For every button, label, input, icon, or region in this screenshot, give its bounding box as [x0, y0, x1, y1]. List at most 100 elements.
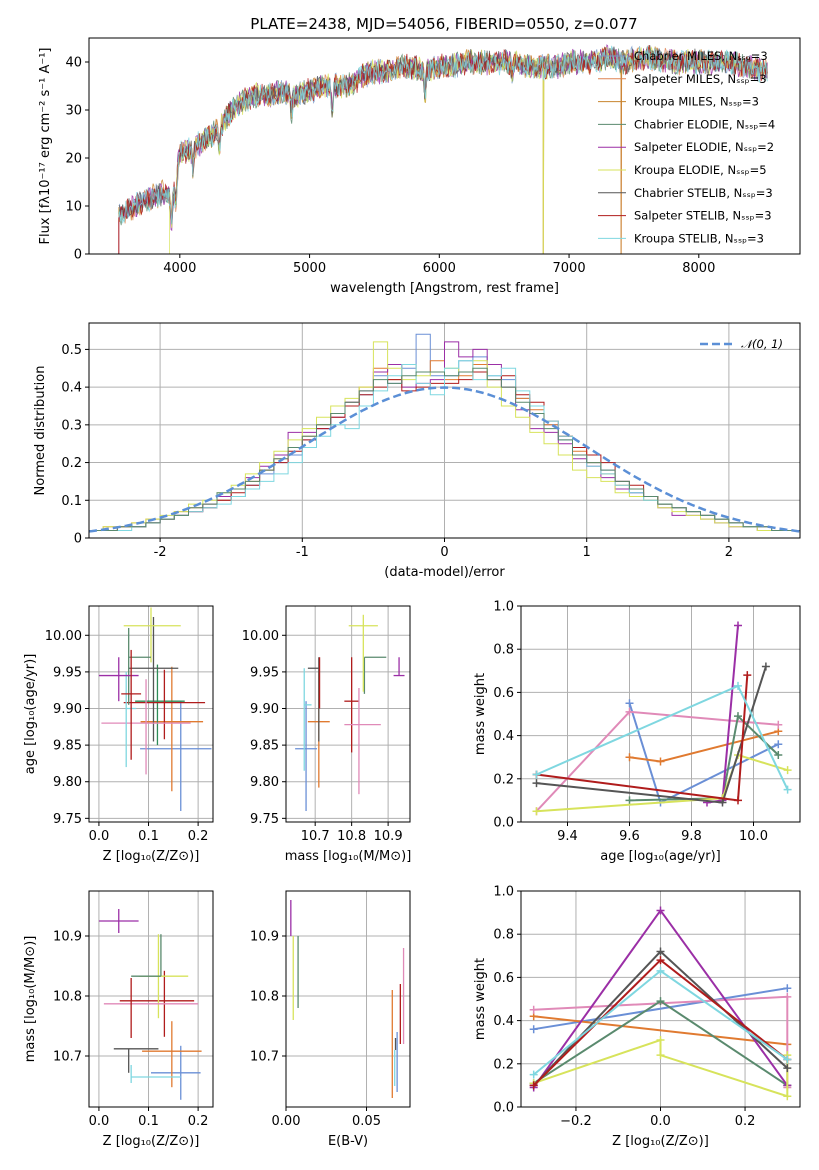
age-vs-metallicity-axes: 0.0 0.1 0.2 9.75 9.80 9.85 9.90 9.95 10.00 Z [log…: [23, 605, 214, 864]
y-axis-label: mass weight: [473, 958, 488, 1040]
weight-marker: [656, 997, 665, 1006]
errorbar-point: [123, 607, 181, 663]
weight-marker: [783, 1064, 792, 1073]
weight-marker: [656, 1051, 665, 1060]
weight-marker: [783, 785, 792, 794]
mass-vs-extinction-axes: 0.00 0.05 10.7 10.8 10.9 E(B-V): [250, 890, 411, 1149]
y-tick-label: 0.0: [493, 1101, 514, 1116]
weight-marker: [743, 671, 752, 680]
weight-marker: [774, 720, 783, 729]
y-tick-label: 9.90: [53, 702, 82, 717]
errorbar-point: [131, 934, 162, 977]
weight-marker: [774, 751, 783, 760]
weight-marker: [783, 992, 792, 1001]
weight-marker: [734, 621, 742, 630]
x-tick-label: −0.2: [560, 1114, 592, 1129]
y-tick-label: 9.95: [53, 665, 82, 680]
normal-reference-curve: [88, 386, 801, 533]
weight-series-line: [533, 1015, 788, 1046]
y-tick-label: 9.85: [250, 739, 279, 754]
legend-label: Salpeter ELODIE, Nₛₛₚ=2: [634, 140, 774, 154]
weight-marker: [718, 798, 727, 807]
x-tick-label: 10.9: [374, 829, 403, 844]
legend-label: Salpeter STELIB, Nₛₛₚ=3: [634, 209, 772, 223]
y-tick-label: 9.80: [250, 775, 279, 790]
weight-series-line: [533, 987, 788, 1031]
x-tick-label: -2: [154, 545, 167, 560]
spectrum-series-line: [118, 45, 768, 254]
x-tick-label: 7000: [553, 261, 586, 276]
x-axis-label: wavelength [Angstrom, rest frame]: [330, 281, 559, 296]
errorbar-point: [130, 1065, 181, 1083]
x-tick-label: 0.0: [650, 1114, 671, 1129]
x-tick-label: 10.0: [739, 829, 768, 844]
weight-marker: [761, 662, 770, 671]
x-axis-label: (data-model)/error: [384, 565, 505, 580]
age-vs-mass-axes: 10.7 10.8 10.9 9.75 9.80 9.85 9.90 9.95 10.00 mas…: [242, 605, 411, 864]
y-tick-label: 0.3: [61, 418, 82, 433]
x-tick-label: 0.2: [188, 1114, 209, 1129]
y-tick-label: 10.00: [242, 629, 279, 644]
x-tick-label: 0.00: [272, 1114, 301, 1129]
y-axis-label: mass weight: [473, 673, 488, 755]
x-tick-label: 0.1: [138, 829, 159, 844]
errorbar-point: [363, 656, 387, 694]
weight-marker: [532, 770, 541, 779]
y-tick-label: 10.8: [250, 990, 279, 1005]
legend-label: Salpeter MILES, Nₛₛₚ=3: [634, 72, 767, 86]
y-tick-label: 0.2: [493, 772, 514, 787]
weight-marker: [783, 766, 792, 775]
x-tick-label: 10.8: [337, 829, 366, 844]
y-tick-label: 10.00: [45, 629, 82, 644]
weight-marker: [625, 707, 634, 716]
y-tick-label: 0.6: [493, 686, 514, 701]
weight-marker: [529, 1070, 538, 1079]
errorbar-point: [98, 909, 139, 933]
y-tick-label: 1.0: [493, 885, 514, 900]
weight-marker: [656, 956, 665, 965]
weight-marker: [625, 753, 634, 762]
errorbar-point: [344, 688, 381, 795]
axes-frame: [285, 605, 411, 823]
errorbar-point: [123, 669, 206, 740]
weight-series-line: [629, 714, 779, 802]
spectrum-lines: [118, 44, 768, 254]
weight-marker: [625, 699, 634, 708]
weight-series-line: [536, 666, 767, 804]
errorbar-point: [142, 1021, 202, 1088]
y-tick-label: 0.0: [493, 816, 514, 831]
weight-vs-metallicity-axes: −0.2 0.0 0.2 0.0 0.2 0.4 0.6 0.8 1.0 Z [log₁₀(Z/Z…: [473, 885, 801, 1149]
x-tick-label: 1: [583, 545, 591, 560]
legend-label: Kroupa MILES, Nₛₛₚ=3: [634, 95, 759, 109]
y-tick-label: 9.85: [53, 739, 82, 754]
y-tick-label: 9.90: [250, 702, 279, 717]
y-axis-label: mass [log₁₀(M/M⊙)]: [23, 936, 38, 1063]
x-tick-label: 9.6: [619, 829, 640, 844]
errorbar-point: [135, 664, 185, 746]
x-tick-label: 0.0: [89, 829, 110, 844]
x-tick-label: 0.0: [89, 1114, 110, 1129]
weight-marker: [783, 1055, 792, 1064]
x-tick-label: 5000: [293, 261, 326, 276]
weight-marker: [529, 1025, 538, 1034]
axes-frame: [285, 890, 411, 1108]
x-tick-label: -1: [296, 545, 309, 560]
errorbar-point: [393, 657, 405, 677]
histogram-series: [88, 367, 800, 538]
x-tick-label: 8000: [682, 261, 715, 276]
y-tick-label: 20: [65, 152, 82, 167]
y-tick-label: 0.8: [493, 928, 514, 943]
x-axis-label: Z [log₁₀(Z/Z⊙)]: [103, 1134, 200, 1149]
weight-marker: [783, 1092, 792, 1101]
weight-marker: [734, 796, 742, 805]
y-tick-label: 9.75: [250, 812, 279, 827]
y-tick-label: 0.6: [493, 971, 514, 986]
weight-marker: [783, 984, 792, 993]
errorbar-point: [140, 701, 212, 812]
weight-series-line: [536, 675, 749, 802]
errorbar-point: [121, 649, 142, 760]
x-tick-label: 4000: [163, 261, 196, 276]
weight-marker: [532, 807, 541, 816]
y-tick-label: 10.7: [250, 1050, 279, 1065]
